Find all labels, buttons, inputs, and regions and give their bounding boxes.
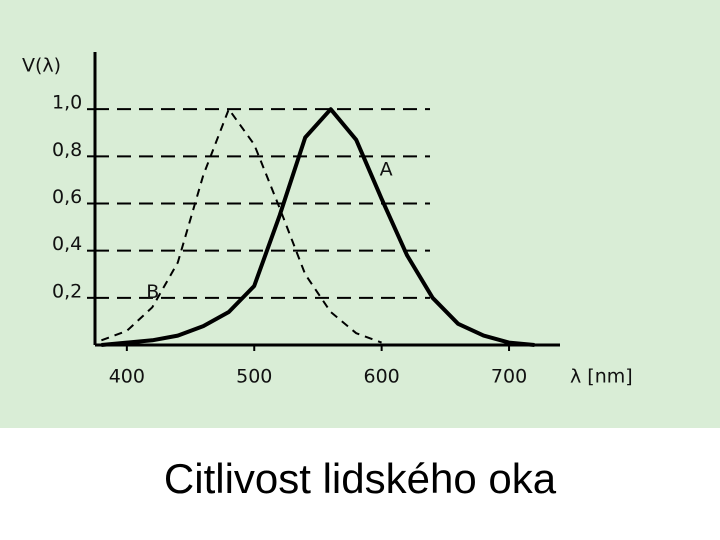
series-line — [101, 107, 535, 347]
series-line — [101, 108, 382, 344]
x-tick-label: 600 — [364, 366, 400, 388]
y-tick-label: 0,8 — [52, 139, 82, 161]
x-axis-label: λ [nm] — [570, 366, 633, 388]
chart: V(λ) λ [nm] 0,2 0,4 0,6 0,8 1,0 400 500 600 700 A… — [0, 0, 720, 428]
slide-title: Citlivost lidského oka — [163, 455, 557, 502]
y-tick-label: 0,2 — [52, 280, 82, 302]
x-tick-label: 400 — [109, 366, 145, 388]
y-tick-label: 1,0 — [52, 92, 82, 114]
y-tick-label: 0,4 — [52, 233, 82, 255]
x-tick-label: 500 — [236, 366, 272, 388]
y-axis-label: V(λ) — [22, 55, 61, 77]
chart-background — [0, 0, 720, 428]
x-tick-label: 700 — [491, 366, 527, 388]
series-label: A — [380, 158, 393, 180]
y-tick-label: 0,6 — [52, 186, 82, 208]
series-label: B — [146, 281, 159, 303]
